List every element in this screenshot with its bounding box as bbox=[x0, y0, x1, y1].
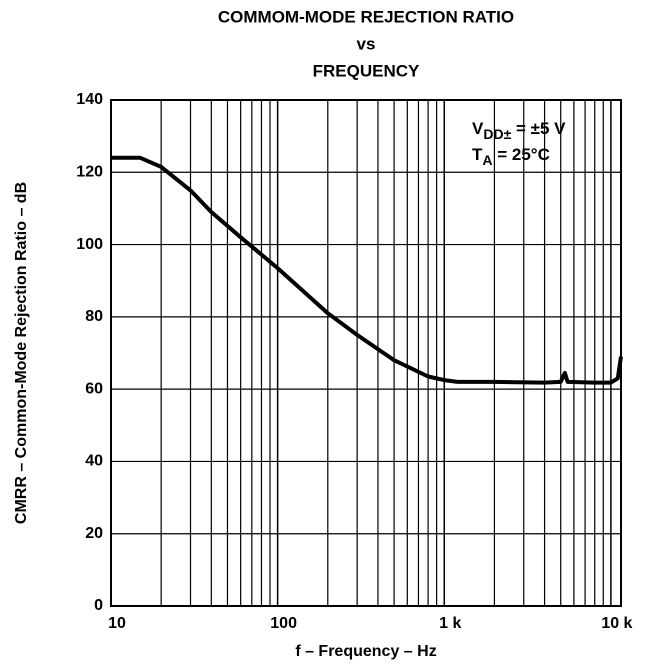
x-tick-label: 100 bbox=[270, 615, 297, 632]
y-axis-label: CMRR – Common-Mode Rejection Ratio – dB bbox=[13, 182, 30, 524]
x-tick-label: 1 k bbox=[439, 615, 461, 632]
y-tick-label: 80 bbox=[85, 308, 103, 325]
plot-frame bbox=[110, 99, 622, 607]
x-tick-label: 10 bbox=[108, 615, 126, 632]
chart-title: FREQUENCY bbox=[313, 61, 420, 80]
annotation-rest: = 25°C bbox=[493, 145, 550, 164]
line-series bbox=[111, 155, 623, 385]
x-tick-label: 10 k bbox=[601, 615, 632, 632]
y-tick-label: 0 bbox=[94, 597, 103, 614]
chart-title: vs bbox=[357, 34, 376, 53]
y-tick-label: 120 bbox=[76, 164, 103, 181]
y-tick-label: 140 bbox=[76, 91, 103, 108]
annotation-rest: = ±5 V bbox=[511, 119, 566, 138]
x-axis-label: f – Frequency – Hz bbox=[295, 643, 436, 660]
annotation: TA = 25°C bbox=[472, 145, 550, 167]
annotation-main: T bbox=[472, 145, 483, 164]
annotation: VDD± = ±5 V bbox=[472, 119, 566, 141]
y-tick-label: 20 bbox=[85, 525, 103, 542]
annotation-sub: DD± bbox=[483, 126, 511, 142]
chart-title: COMMOM-MODE REJECTION RATIO bbox=[218, 7, 514, 26]
annotation-main: V bbox=[472, 119, 484, 138]
annotation-sub: A bbox=[482, 152, 492, 168]
y-tick-label: 60 bbox=[85, 380, 103, 397]
y-tick-label: 100 bbox=[76, 236, 103, 253]
y-tick-label: 40 bbox=[85, 453, 103, 470]
